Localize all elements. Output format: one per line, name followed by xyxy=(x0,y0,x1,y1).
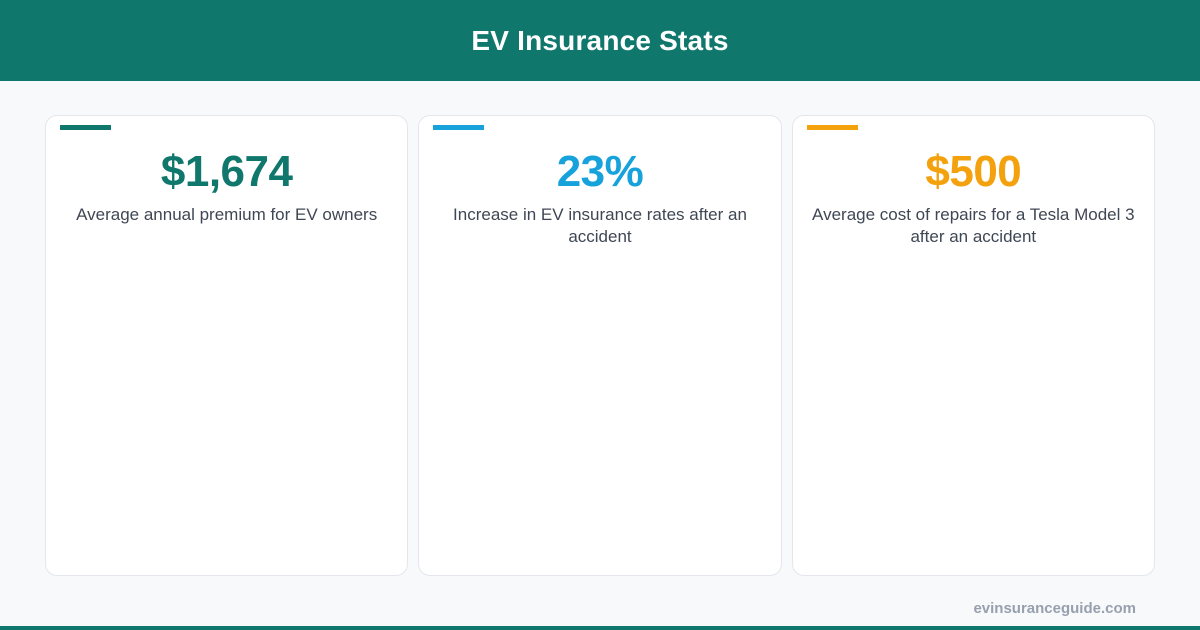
stat-card-rate-increase: 23% Increase in EV insurance rates after… xyxy=(418,115,782,576)
stat-label: Average cost of repairs for a Tesla Mode… xyxy=(812,205,1135,246)
stat-value: 23% xyxy=(556,147,644,196)
stat-card-repair-cost: $500 Average cost of repairs for a Tesla… xyxy=(791,115,1155,576)
site-url[interactable]: evinsuranceguide.com xyxy=(973,600,1136,617)
footer-bar xyxy=(0,626,1200,630)
stat-value: $1,674 xyxy=(160,147,293,196)
stat-card-premium: $1,674 Average annual premium for EV own… xyxy=(45,115,409,576)
stat-label: Increase in EV insurance rates after an … xyxy=(453,205,747,246)
header-bar: EV Insurance Stats xyxy=(0,0,1200,81)
accent-bar xyxy=(806,125,858,130)
stat-label: Average annual premium for EV owners xyxy=(76,205,378,224)
page-title: EV Insurance Stats xyxy=(471,24,729,56)
accent-bar xyxy=(433,125,485,130)
stat-value: $500 xyxy=(925,147,1022,196)
accent-bar xyxy=(60,125,111,130)
stats-cards: $1,674 Average annual premium for EV own… xyxy=(45,115,1155,576)
